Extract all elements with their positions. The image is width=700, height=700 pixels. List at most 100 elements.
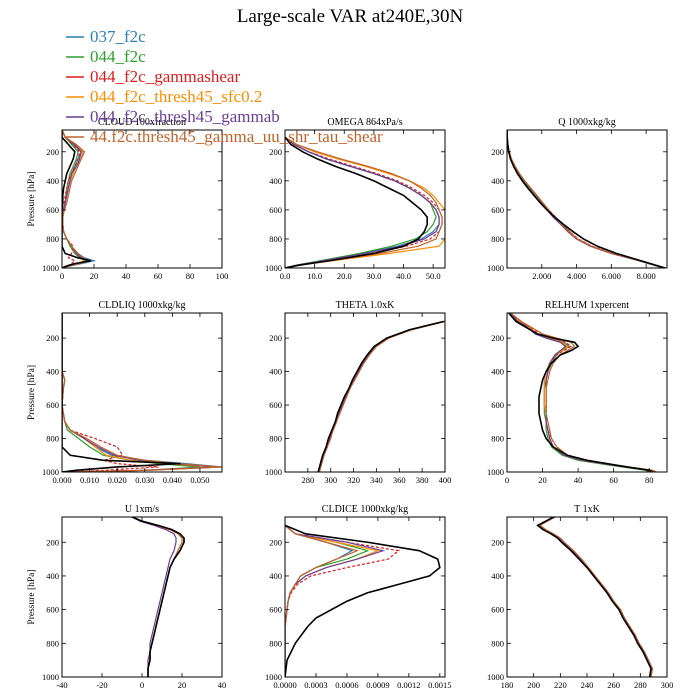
series-group	[131, 517, 185, 677]
legend-entry-044-f2c-gammashear: 044_f2c_gammashear	[66, 67, 240, 86]
series-group	[62, 130, 97, 268]
x-tick-label: 0.000	[52, 475, 71, 485]
legend-entry-044-f2c-thresh45-sfc0-2: 044_f2c_thresh45_sfc0.2	[66, 87, 262, 106]
y-tick-label: 600	[46, 400, 59, 410]
y-tick-label: 800	[269, 638, 282, 648]
y-tick-label: 600	[46, 205, 59, 215]
axes-frame	[284, 129, 446, 269]
x-tick-label: 60	[154, 271, 163, 281]
series-group	[507, 130, 666, 268]
series-line-044-f2c	[537, 517, 653, 677]
series-line-44-f2c-thresh45-gamma-uu-shr-tau-shear	[507, 130, 664, 268]
y-tick-label: 400	[269, 367, 282, 377]
panel-title: U 1xm/s	[125, 504, 159, 515]
x-tick-label: 0.0006	[335, 680, 358, 690]
y-tick-label: 400	[491, 367, 504, 377]
panel-title: CLDICE 1000xkg/kg	[322, 504, 408, 515]
x-tick-label: 0.050	[190, 475, 209, 485]
x-tick-label: 0.010	[80, 475, 99, 485]
x-tick-label: 340	[370, 475, 383, 485]
series-line-037-f2c	[537, 517, 653, 677]
x-tick-label: 0	[140, 680, 144, 690]
x-tick-label: 360	[393, 475, 406, 485]
series-line-044-f2c-gammashear	[62, 313, 159, 472]
y-tick-label: 200	[46, 333, 59, 343]
y-tick-label: 1000	[265, 672, 282, 682]
x-tick-label: 0.020	[108, 475, 127, 485]
legend-entry-044-f2c: 044_f2c	[66, 47, 146, 66]
y-tick-label: 200	[269, 147, 282, 157]
x-tick-label: 320	[347, 475, 360, 485]
x-tick-label: 200	[527, 680, 540, 690]
y-tick-label: 600	[269, 605, 282, 615]
series-line-044-f2c-gammashear	[507, 130, 664, 268]
series-line-044-f2c-thresh45-sfc0-2	[510, 313, 654, 472]
y-tick-label: 400	[46, 367, 59, 377]
x-tick-label: 20.0	[337, 271, 352, 281]
y-axis-label: Pressure [hPa]	[27, 171, 37, 226]
y-tick-label: 1000	[42, 672, 59, 682]
series-line-037-f2c	[510, 313, 654, 472]
series-line-obs	[536, 517, 652, 677]
x-tick-label: 20	[90, 271, 99, 281]
series-line-044-f2c-gammashear	[537, 517, 653, 677]
axes-frame	[61, 312, 223, 473]
y-tick-label: 1000	[42, 467, 59, 477]
x-tick-label: 80	[186, 271, 195, 281]
series-line-44-f2c-thresh45-gamma-uu-shr-tau-shear	[131, 517, 183, 677]
y-tick-label: 200	[46, 537, 59, 547]
series-line-044-f2c-thresh45-sfc0-2	[285, 524, 380, 677]
x-tick-label: -40	[56, 680, 67, 690]
series-line-44-f2c-thresh45-gamma-uu-shr-tau-shear	[318, 320, 445, 472]
series-line-037-f2c	[285, 136, 440, 268]
y-tick-label: 1000	[487, 672, 504, 682]
legend-entry-037-f2c: 037_f2c	[66, 27, 146, 46]
axes-frame	[284, 516, 446, 678]
x-tick-label: 0.030	[135, 475, 154, 485]
panel-u-1xm-s: -40 -20 0 20 40 200 400 600 800 1000 U 1xm/s Pressu…	[27, 504, 226, 690]
series-line-obs	[285, 136, 429, 268]
y-tick-label: 800	[491, 638, 504, 648]
y-tick-label: 400	[46, 571, 59, 581]
panel-relhum-1xpercent: 0 20 40 60 80 200 400 600 800 1000 RELHUM 1xpercen…	[487, 300, 668, 485]
axes-frame	[506, 129, 668, 269]
y-tick-label: 600	[491, 205, 504, 215]
x-tick-label: -20	[96, 680, 107, 690]
series-line-044-f2c	[507, 130, 664, 268]
legend-label: 044_f2c	[90, 47, 146, 66]
legend: 037_f2c044_f2c044_f2c_gammashear044_f2c_…	[66, 27, 383, 146]
x-tick-label: 380	[416, 475, 429, 485]
y-tick-label: 400	[491, 176, 504, 186]
panel-title: OMEGA 864xPa/s	[327, 117, 402, 128]
series-line-44-f2c-thresh45-gamma-uu-shr-tau-shear	[539, 517, 653, 677]
legend-label: 044_f2c_gammashear	[90, 67, 240, 86]
y-axis-label: Pressure [hPa]	[27, 365, 37, 420]
y-tick-label: 200	[491, 333, 504, 343]
legend-entry-044-f2c-thresh45-gammab: 044_f2c_thresh45_gammab	[66, 107, 280, 126]
x-tick-label: 8.000	[637, 271, 656, 281]
series-line-044-f2c-thresh45-gammab	[510, 313, 654, 472]
x-tick-label: 100	[216, 271, 229, 281]
x-tick-label: 80	[645, 475, 654, 485]
x-tick-label: 300	[324, 475, 337, 485]
y-tick-label: 1000	[487, 263, 504, 273]
y-tick-label: 600	[269, 205, 282, 215]
series-line-037-f2c	[62, 313, 222, 472]
series-line-044-f2c-thresh45-gammab	[131, 517, 177, 677]
panel-omega-864xpa-s: 0.0 10.0 20.0 30.0 40.0 50.0 200 400 600 800 1000 O…	[265, 117, 446, 281]
series-line-044-f2c	[62, 313, 200, 472]
series-line-037-f2c	[318, 320, 445, 472]
series-group	[536, 517, 653, 677]
legend-entry-44-f2c-thresh45-gamma-uu-shr-tau-shear: 44.f2c.thresh45_gamma_uu_shr_tau_shear	[66, 127, 383, 146]
y-tick-label: 600	[491, 400, 504, 410]
x-tick-label: 0	[505, 475, 509, 485]
x-tick-label: 240	[581, 680, 594, 690]
series-line-obs	[507, 130, 666, 268]
series-line-044-f2c-gammashear	[285, 136, 443, 268]
x-tick-label: 20	[178, 680, 187, 690]
series-line-044-f2c-thresh45-sfc0-2	[62, 313, 214, 472]
x-tick-label: 40.0	[396, 271, 411, 281]
panel-title: CLOUD 100xfraction	[98, 117, 186, 128]
x-tick-label: 60	[609, 475, 618, 485]
x-tick-label: 4.000	[567, 271, 586, 281]
